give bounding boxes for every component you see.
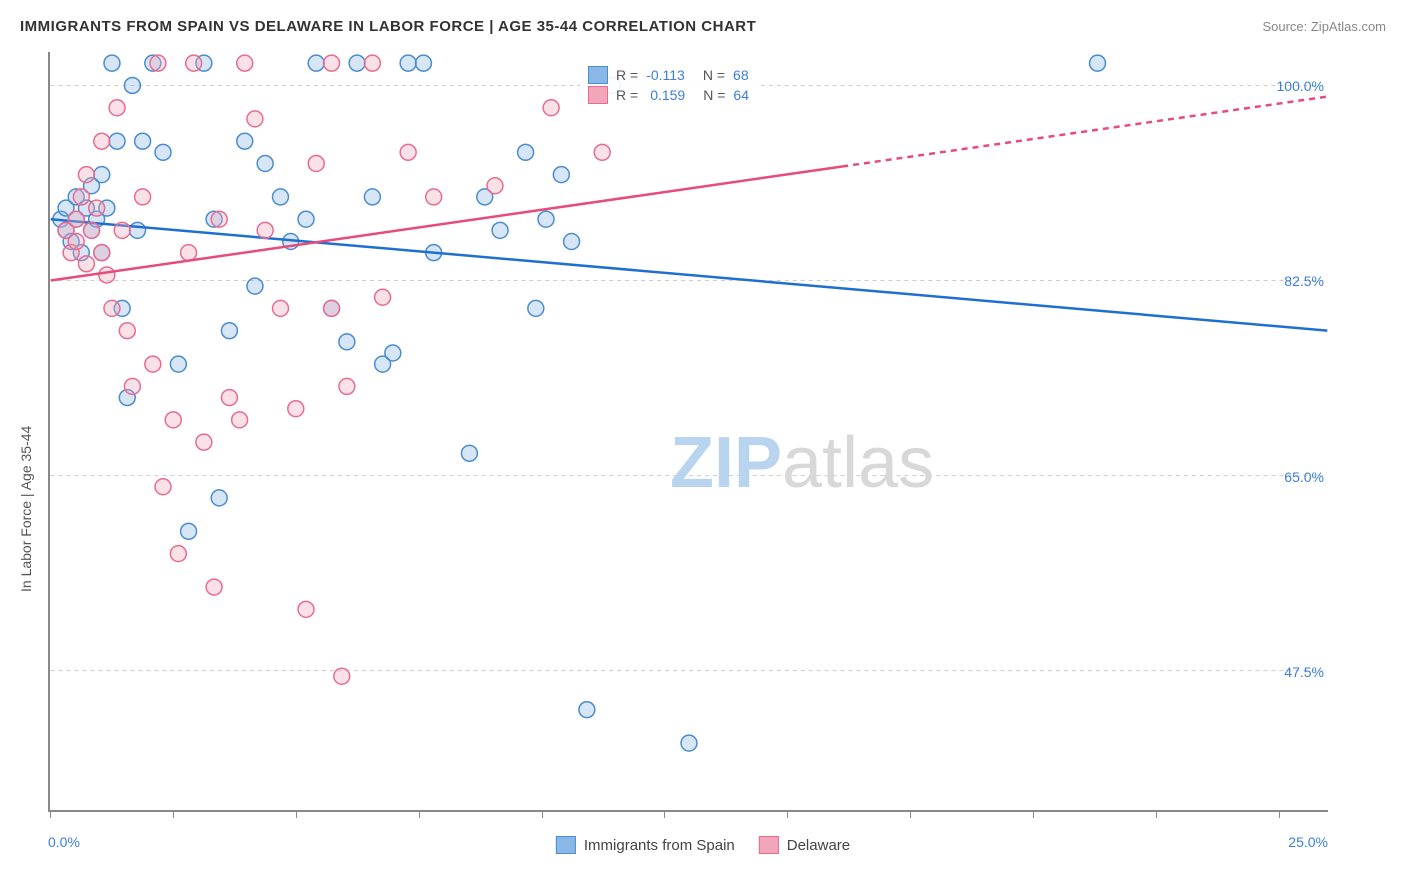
- swatch-icon: [556, 836, 576, 854]
- n-value-delaware: 64: [733, 87, 749, 103]
- x-tick: [1156, 810, 1157, 818]
- legend-item-delaware: Delaware: [759, 836, 850, 854]
- y-tick-label: 65.0%: [1284, 469, 1324, 485]
- r-value-spain: -0.113: [646, 67, 685, 83]
- x-tick: [173, 810, 174, 818]
- scatter-svg: [50, 52, 1328, 810]
- legend-row-delaware: R = 0.159 N = 64: [588, 86, 749, 104]
- legend-item-spain: Immigrants from Spain: [556, 836, 735, 854]
- legend-row-spain: R = -0.113 N = 68: [588, 66, 749, 84]
- legend-series: Immigrants from Spain Delaware: [556, 836, 850, 854]
- y-tick-label: 100.0%: [1277, 78, 1324, 94]
- swatch-icon: [588, 86, 608, 104]
- x-tick: [1033, 810, 1034, 818]
- x-tick: [50, 810, 51, 818]
- swatch-icon: [588, 66, 608, 84]
- x-tick: [910, 810, 911, 818]
- swatch-icon: [759, 836, 779, 854]
- n-value-spain: 68: [733, 67, 749, 83]
- source-label: Source: ZipAtlas.com: [1262, 19, 1386, 34]
- x-tick: [296, 810, 297, 818]
- x-tick: [664, 810, 665, 818]
- r-label: R =: [616, 67, 638, 83]
- x-tick: [542, 810, 543, 818]
- n-label: N =: [703, 87, 725, 103]
- legend-stats: R = -0.113 N = 68 R = 0.159 N = 64: [580, 60, 757, 110]
- plot-area: R = -0.113 N = 68 R = 0.159 N = 64 ZIPat…: [48, 52, 1328, 812]
- n-label: N =: [703, 67, 725, 83]
- legend-label-spain: Immigrants from Spain: [584, 837, 735, 854]
- r-label: R =: [616, 87, 638, 103]
- r-value-delaware: 0.159: [650, 87, 685, 103]
- y-tick-label: 47.5%: [1284, 664, 1324, 680]
- x-tick: [1279, 810, 1280, 818]
- x-tick: [419, 810, 420, 818]
- y-tick-label: 82.5%: [1284, 273, 1324, 289]
- x-axis-min-label: 0.0%: [48, 834, 80, 850]
- legend-label-delaware: Delaware: [787, 837, 850, 854]
- chart-title: IMMIGRANTS FROM SPAIN VS DELAWARE IN LAB…: [20, 18, 756, 35]
- y-axis-label: In Labor Force | Age 35-44: [18, 426, 34, 592]
- x-axis-max-label: 25.0%: [1288, 834, 1328, 850]
- x-tick: [787, 810, 788, 818]
